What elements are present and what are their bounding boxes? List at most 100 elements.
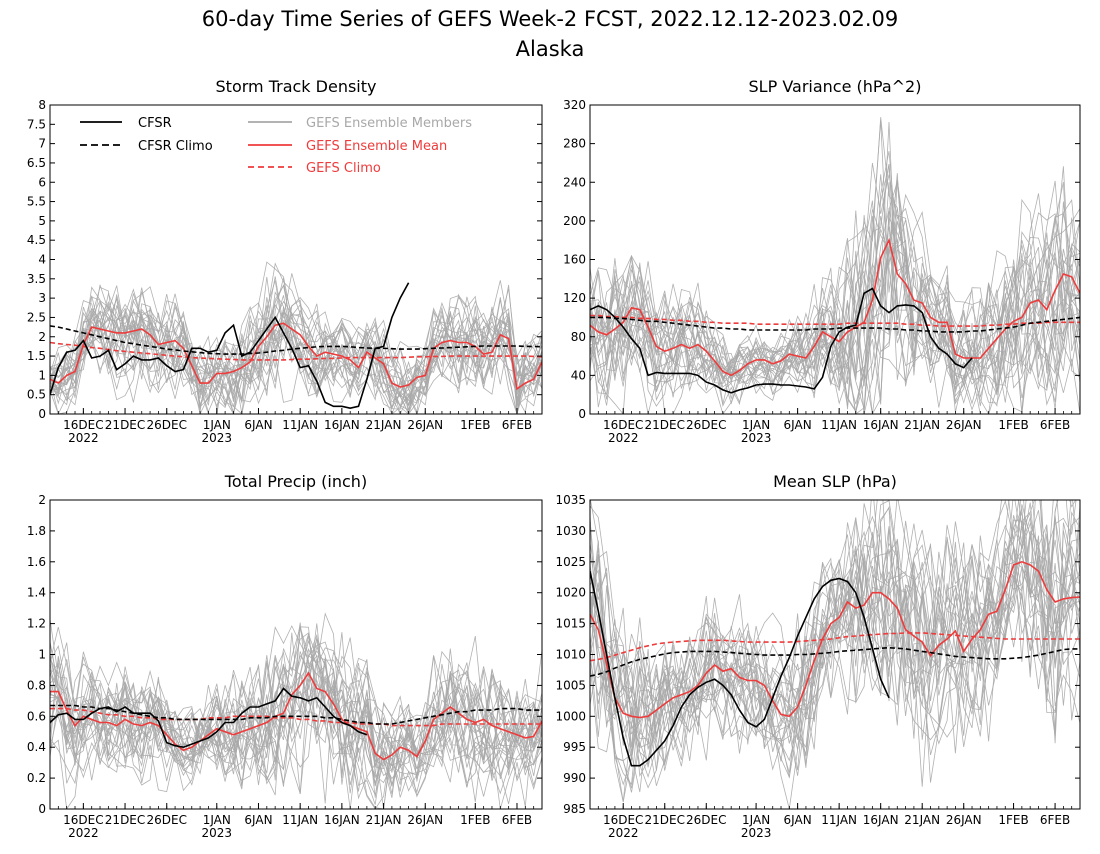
y-tick-label: 3: [38, 291, 46, 305]
ensemble-member-line: [50, 273, 542, 413]
ensemble-member-line: [50, 637, 542, 809]
x-tick-label: 26DEC: [147, 418, 187, 432]
x-tick-label: 1JAN: [742, 418, 770, 432]
ensemble-member-line: [590, 182, 1080, 412]
y-tick-label: 5: [38, 214, 46, 228]
ensemble-member-line: [590, 500, 1080, 778]
y-tick-label: 0: [578, 407, 586, 421]
y-tick-label: 985: [563, 802, 586, 816]
cfsr-climo-line: [590, 646, 1080, 677]
y-tick-label: 0.8: [27, 678, 46, 692]
y-tick-label: 1: [38, 648, 46, 662]
y-tick-label: 1020: [555, 586, 586, 600]
y-tick-label: 1000: [555, 709, 586, 723]
x-tick-label: 21JAN: [904, 813, 940, 827]
x-tick-label: 21DEC: [105, 418, 145, 432]
y-tick-label: 0: [38, 802, 46, 816]
x-tick-year-label: 2022: [608, 826, 639, 840]
x-tick-label: 16DEC: [603, 418, 643, 432]
ensemble-mean-line: [50, 671, 542, 761]
y-tick-label: 1.4: [27, 586, 46, 600]
panel-title: Storm Track Density: [216, 77, 377, 96]
x-tick-label: 1FEB: [460, 813, 490, 827]
figure-title: 60-day Time Series of GEFS Week-2 FCST, …: [202, 7, 899, 31]
ensemble-member-line: [50, 299, 542, 414]
cfsr-line: [50, 687, 368, 749]
legend-members-label: GEFS Ensemble Members: [306, 116, 472, 131]
ensemble-member-line: [50, 637, 542, 787]
y-tick-label: 200: [563, 214, 586, 228]
plot-frame: [49, 104, 543, 415]
x-tick-label: 6FEB: [502, 813, 532, 827]
y-tick-label: 1.8: [27, 524, 46, 538]
x-tick-year-label: 2023: [741, 431, 772, 445]
y-tick-label: 1035: [555, 493, 586, 507]
ensemble-member-line: [590, 182, 1080, 406]
y-tick-label: 1030: [555, 524, 586, 538]
x-tick-label: 6JAN: [784, 813, 812, 827]
x-tick-label: 1JAN: [203, 418, 231, 432]
y-tick-label: 2.5: [27, 310, 46, 324]
x-tick-label: 21DEC: [645, 418, 685, 432]
x-tick-label: 11JAN: [821, 418, 857, 432]
ensemble-member-line: [590, 173, 1080, 413]
x-tick-label: 16JAN: [324, 813, 360, 827]
x-tick-label: 6FEB: [1040, 418, 1070, 432]
ensemble-member-line: [590, 518, 1080, 768]
y-tick-label: 7.5: [27, 117, 46, 131]
legend-gefs-climo-label: GEFS Climo: [306, 161, 381, 176]
plot-area: [590, 500, 1080, 809]
ensemble-member-line: [50, 627, 542, 795]
y-tick-label: 4.5: [27, 233, 46, 247]
cfsr-climo-line: [590, 316, 1080, 333]
x-tick-label: 6JAN: [784, 418, 812, 432]
y-tick-label: 4: [38, 253, 46, 267]
panel-title: Mean SLP (hPa): [773, 472, 897, 491]
ensemble-mean-line: [590, 560, 1080, 719]
panel-1: Storm Track Density 0 0.5 1 1.5 2 2.5 3 3.5 4 4.5 5…: [27, 77, 543, 445]
cfsr-line: [590, 570, 890, 767]
ensemble-member-line: [590, 507, 1080, 734]
y-tick-label: 3.5: [27, 272, 46, 286]
legend-mean-label: GEFS Ensemble Mean: [306, 139, 447, 154]
panels: Storm Track Density 0 0.5 1 1.5 2 2.5 3 3.5 4 4.5 5…: [27, 77, 1081, 840]
x-tick-label: 16JAN: [863, 813, 899, 827]
ensemble-member-line: [50, 293, 542, 414]
ensemble-member-line: [50, 299, 542, 411]
gefs-climo-line: [590, 632, 1080, 662]
y-tick-label: 280: [563, 137, 586, 151]
gefs-climo-line: [590, 314, 1080, 327]
x-tick-label: 21JAN: [904, 418, 940, 432]
legend: CFSR CFSR Climo GEFS Ensemble Members GEFS …: [80, 116, 472, 176]
y-tick-label: 5.5: [27, 195, 46, 209]
x-tick-label: 26JAN: [946, 418, 982, 432]
y-tick-label: 7: [38, 137, 46, 151]
ensemble-member-line: [50, 297, 542, 414]
y-tick-label: 6.5: [27, 156, 46, 170]
ensemble-member-line: [50, 635, 542, 805]
ensemble-member-line: [590, 552, 1080, 778]
y-tick-label: 1025: [555, 555, 586, 569]
panel-title: SLP Variance (hPa^2): [749, 77, 922, 96]
y-tick-label: 1005: [555, 678, 586, 692]
x-tick-label: 11JAN: [821, 813, 857, 827]
ensemble-member-line: [590, 500, 1080, 740]
x-tick-year-label: 2023: [202, 826, 233, 840]
x-tick-label: 1FEB: [460, 418, 490, 432]
ensemble-member-line: [590, 164, 1080, 405]
ensemble-member-line: [590, 162, 1080, 414]
x-tick-label: 6JAN: [244, 418, 272, 432]
plot-area: [590, 117, 1080, 414]
x-tick-year-label: 2023: [741, 826, 772, 840]
y-tick-label: 0.2: [27, 771, 46, 785]
ensemble-member-line: [50, 654, 542, 777]
y-tick-label: 160: [563, 253, 586, 267]
x-tick-label: 16JAN: [324, 418, 360, 432]
ensemble-member-line: [590, 221, 1080, 414]
panel-title: Total Precip (inch): [224, 472, 367, 491]
x-tick-label: 1JAN: [203, 813, 231, 827]
x-tick-label: 1FEB: [998, 813, 1028, 827]
ensemble-member-line: [50, 650, 542, 798]
